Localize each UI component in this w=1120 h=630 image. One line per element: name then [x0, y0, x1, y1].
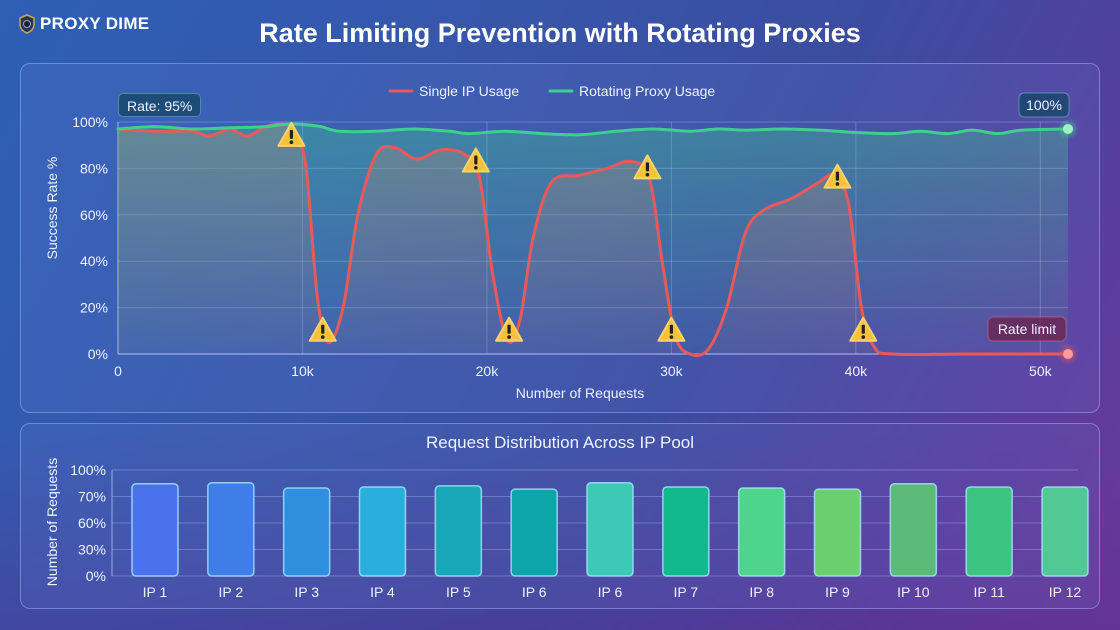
bar-category-label: IP 8	[749, 584, 774, 600]
bar-category-label: IP 11	[973, 584, 1005, 600]
bar-category-label: IP 10	[897, 584, 930, 600]
bar-y-tick-label: 100%	[70, 462, 106, 478]
y-axis-label: Success Rate %	[44, 156, 60, 260]
x-tick-label: 30k	[660, 363, 684, 379]
legend-label: Rotating Proxy Usage	[579, 83, 715, 99]
bar-y-axis-label: Number of Requests	[44, 457, 60, 587]
bar-category-label: IP 6	[522, 584, 547, 600]
annotation-box	[1018, 92, 1070, 118]
bar-category-label: IP 1	[143, 584, 168, 600]
bar-category-label: IP 3	[294, 584, 319, 600]
brand-name: PROXY DIME	[40, 14, 150, 33]
warning-icon	[823, 163, 852, 189]
annotation-label: Rate limit	[998, 321, 1056, 337]
bar-category-label: IP 7	[674, 584, 699, 600]
x-tick-label: 50k	[1029, 363, 1053, 379]
bar	[207, 481, 255, 577]
bar	[510, 488, 558, 577]
bar	[131, 483, 179, 577]
warning-icon	[633, 154, 662, 180]
warning-icon	[277, 121, 306, 147]
bar-y-tick-label: 60%	[78, 515, 106, 531]
y-tick-label: 100%	[72, 114, 108, 130]
endpoint-marker	[1063, 123, 1073, 134]
warning-icon	[308, 316, 337, 342]
bar-category-label: IP 4	[370, 584, 395, 600]
bar	[889, 483, 938, 577]
warning-icon	[495, 316, 524, 342]
bar	[965, 486, 1013, 577]
warning-icon	[461, 147, 490, 173]
bar-category-label: IP 9	[825, 584, 850, 600]
legend-label: Single IP Usage	[419, 83, 519, 99]
bar	[586, 481, 634, 577]
bar-category-label: IP 6	[598, 584, 623, 600]
y-tick-label: 80%	[80, 160, 108, 176]
bar	[1041, 486, 1089, 577]
bar-chart-title: Request Distribution Across IP Pool	[425, 433, 695, 452]
bar	[282, 487, 331, 577]
y-tick-label: 60%	[80, 207, 108, 223]
bar	[813, 488, 862, 577]
bar-category-label: IP 12	[1049, 584, 1082, 600]
x-tick-label: 20k	[476, 363, 500, 379]
x-tick-label: 0	[114, 363, 122, 379]
annotation-box	[987, 316, 1067, 342]
shield-icon	[19, 14, 35, 34]
bar-y-tick-label: 70%	[78, 489, 106, 505]
x-tick-label: 10k	[291, 363, 315, 379]
warning-icon	[657, 316, 686, 342]
y-tick-label: 0%	[88, 346, 108, 362]
y-tick-label: 20%	[80, 300, 108, 316]
bar	[358, 486, 407, 577]
page-title: Rate Limiting Prevention with Rotating P…	[259, 18, 861, 48]
bar	[737, 487, 786, 577]
bar-y-tick-label: 30%	[78, 542, 106, 558]
y-tick-label: 40%	[80, 253, 108, 269]
series-line-rotating-proxy	[116, 122, 1070, 137]
brand-logo: PROXY DIME	[18, 14, 149, 34]
rate-annotation: Rate: 95%	[118, 93, 202, 117]
x-axis-label: Number of Requests	[515, 385, 645, 401]
bar	[434, 485, 483, 577]
annotation-label: 100%	[1026, 97, 1062, 113]
bar-category-label: IP 5	[446, 584, 471, 600]
series-area	[118, 124, 1068, 354]
bar-y-tick-label: 0%	[86, 568, 106, 584]
x-tick-label: 40k	[845, 363, 869, 379]
bar-category-label: IP 2	[219, 584, 244, 600]
bar	[662, 486, 710, 577]
warning-icon	[849, 316, 878, 342]
endpoint-marker	[1063, 349, 1073, 359]
